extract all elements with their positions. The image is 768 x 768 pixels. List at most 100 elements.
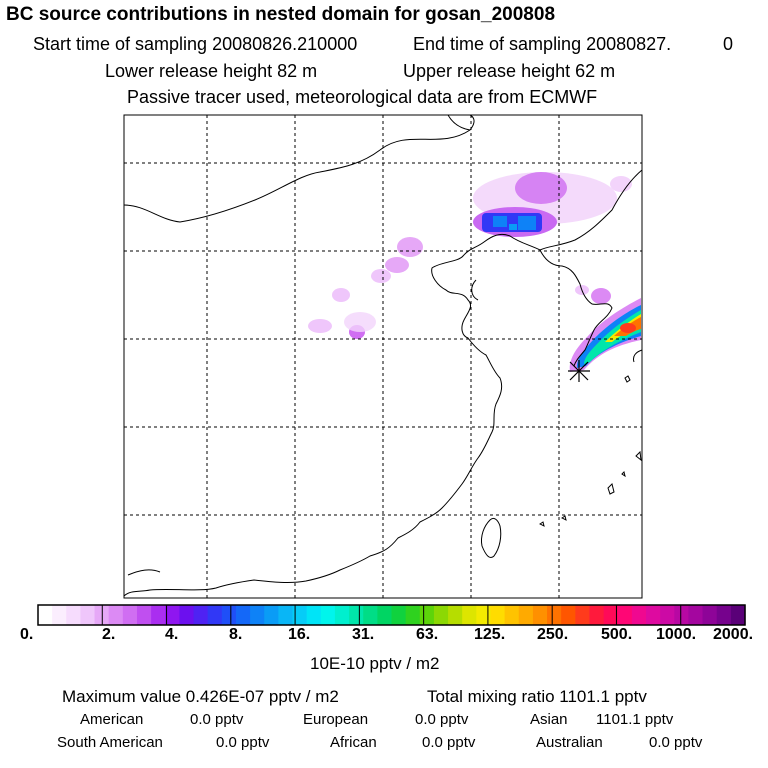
start-time-label: Start time of sampling 20080826.210000: [33, 34, 358, 54]
colorbar-dividers: [101, 605, 682, 625]
colorbar-cell: [617, 605, 633, 625]
region-american-value: 0.0 pptv: [190, 711, 244, 728]
colorbar-cell: [264, 605, 279, 625]
gridlines: [124, 115, 642, 598]
colorbar-cell: [320, 605, 336, 625]
plume-bohai-core-2: [518, 216, 536, 230]
colorbar-cell: [433, 605, 449, 625]
colorbar-cell: [448, 605, 463, 625]
plume-bohai-core-1: [493, 216, 507, 227]
colorbar-cell: [702, 605, 718, 625]
colorbar-label-16: 16.: [288, 626, 311, 643]
colorbar-cell: [122, 605, 138, 625]
colorbar-cell: [405, 605, 421, 625]
colorbar-units: 10E-10 pptv / m2: [310, 654, 440, 673]
plume-north-core: [515, 172, 567, 204]
plume-korea-patch: [591, 288, 611, 304]
colorbar-cell: [646, 605, 661, 625]
colorbar-cell: [80, 605, 96, 625]
colorbar-label-125: 125.: [474, 626, 506, 643]
island-6: [561, 515, 567, 521]
china-coast: [123, 233, 541, 597]
end-time-label: End time of sampling 20080827.: [413, 34, 672, 54]
shandong-detail: [471, 279, 479, 301]
colorbar-cell: [235, 605, 251, 625]
plume-patch-g: [344, 312, 376, 332]
region-australian-value: 0.0 pptv: [649, 734, 703, 751]
colorbar-cell: [547, 605, 562, 625]
region-european-value: 0.0 pptv: [415, 711, 469, 728]
colorbar-cell: [334, 605, 350, 625]
upper-release-height: Upper release height 62 m: [403, 61, 616, 81]
end-time-value: 0: [723, 34, 734, 54]
colorbar-label-2: 2.: [102, 626, 116, 643]
colorbar-cell: [207, 605, 223, 625]
region-south-american-value: 0.0 pptv: [216, 734, 270, 751]
island-2: [635, 450, 642, 462]
colorbar-cell: [730, 605, 746, 625]
region-european-label: European: [303, 711, 369, 728]
colorbar-cell: [363, 605, 378, 625]
colorbar-label-0: 0.: [20, 626, 34, 643]
island-1: [624, 375, 631, 383]
colorbar-cell: [108, 605, 124, 625]
colorbar-frame: [37, 604, 746, 626]
colorbar-cell: [377, 605, 393, 625]
colorbar-cell: [575, 605, 591, 625]
colorbar-cell: [278, 605, 294, 625]
plume-ne-patch: [610, 176, 632, 192]
colorbar-cell: [532, 605, 548, 625]
colorbar-cell: [221, 605, 237, 625]
colorbar-label-250: 250.: [537, 626, 569, 643]
colorbar-cell: [462, 605, 477, 625]
plume-bohai-core-3: [509, 224, 517, 230]
colorbar-cell: [349, 605, 364, 625]
colorbar-label-2000: 2000.: [713, 626, 754, 643]
plume-receptor-max: [620, 323, 636, 333]
region-american-label: American: [80, 711, 144, 728]
colorbar-cell: [419, 605, 435, 625]
plume-patch-d: [332, 288, 350, 302]
lower-release-height: Lower release height 82 m: [105, 61, 318, 81]
border-mongolia: [123, 129, 471, 223]
region-african-label: African: [330, 734, 377, 751]
colorbar-cell: [603, 605, 619, 625]
border-sw: [127, 569, 161, 576]
colorbar-label-8: 8.: [229, 626, 243, 643]
region-asian-label: Asian: [530, 711, 568, 728]
japan-coast: [633, 349, 643, 363]
colorbar-cell: [490, 605, 506, 625]
tracer-note: Passive tracer used, meteorological data…: [127, 87, 598, 107]
colorbar-cell: [165, 605, 180, 625]
colorbar-cell: [631, 605, 647, 625]
colorbar-label-63: 63.: [416, 626, 439, 643]
colorbar-cell: [716, 605, 732, 625]
colorbar-cell: [674, 605, 690, 625]
taiwan: [481, 517, 502, 559]
region-australian-label: Australian: [536, 734, 603, 751]
region-african-value: 0.0 pptv: [422, 734, 476, 751]
coastlines: [123, 114, 643, 597]
island-4: [621, 471, 626, 478]
receptor-marker: [568, 360, 590, 382]
plume-patch-a: [397, 237, 423, 257]
colorbar-cell: [151, 605, 166, 625]
island-5: [539, 521, 545, 527]
island-3: [607, 483, 615, 495]
colorbar-cell: [52, 605, 67, 625]
plume-patch-b: [385, 257, 409, 273]
plume-patch-c: [371, 269, 391, 283]
colorbar: [38, 605, 746, 625]
colorbar-cell: [66, 605, 82, 625]
colorbar-cell: [38, 605, 53, 625]
colorbar-cell: [391, 605, 407, 625]
korea-coast: [539, 249, 613, 367]
colorbar-cell: [476, 605, 492, 625]
colorbar-cell: [660, 605, 675, 625]
colorbar-label-500: 500.: [601, 626, 633, 643]
colorbar-cell: [504, 605, 520, 625]
colorbar-label-4: 4.: [165, 626, 179, 643]
total-mixing-ratio: Total mixing ratio 1101.1 pptv: [427, 687, 647, 706]
colorbar-cell: [179, 605, 195, 625]
